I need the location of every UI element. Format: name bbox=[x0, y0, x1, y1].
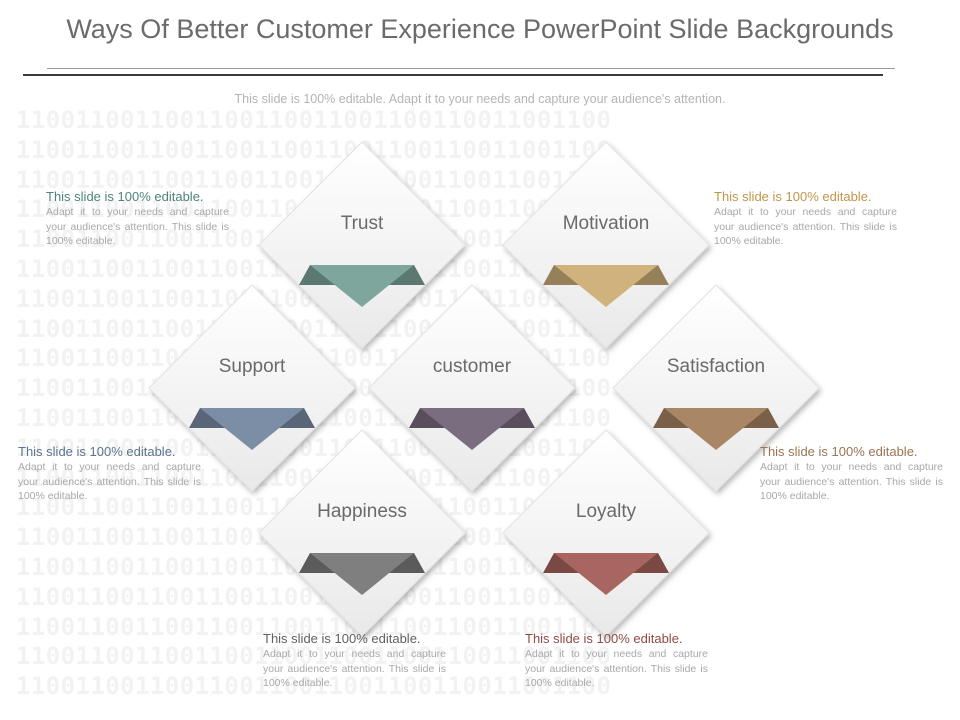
diamond-shape bbox=[148, 284, 356, 492]
diamond-shape bbox=[612, 284, 820, 492]
text-block-body: Adapt it to your needs and capture your … bbox=[760, 461, 943, 502]
text-block-heading: This slide is 100% editable. bbox=[714, 189, 872, 204]
diamond-motivation: Motivation bbox=[502, 141, 710, 349]
text-block-happiness: This slide is 100% editable. Adapt it to… bbox=[263, 631, 446, 691]
ribbon-tab bbox=[554, 553, 658, 595]
diamond-loyalty: Loyalty bbox=[502, 429, 710, 637]
diamond-shape bbox=[258, 429, 466, 637]
text-block-body: Adapt it to your needs and capture your … bbox=[525, 648, 708, 689]
text-block-body: Adapt it to your needs and capture your … bbox=[714, 206, 897, 247]
text-block-loyalty: This slide is 100% editable. Adapt it to… bbox=[525, 631, 708, 691]
ribbon-tab bbox=[664, 408, 768, 450]
diamond-label: Loyalty bbox=[576, 501, 637, 522]
slide-subtitle: This slide is 100% editable. Adapt it to… bbox=[234, 92, 726, 106]
text-block-body: Adapt it to your needs and capture your … bbox=[263, 648, 446, 689]
diamond-customer: customer bbox=[368, 284, 576, 492]
text-block-heading: This slide is 100% editable. bbox=[263, 631, 421, 646]
ribbon-tab bbox=[310, 265, 414, 307]
diamond-shape bbox=[258, 141, 466, 349]
diamond-label: Happiness bbox=[317, 501, 407, 522]
diamond-trust: Trust bbox=[258, 141, 466, 349]
diamond-shape bbox=[502, 141, 710, 349]
text-block-heading: This slide is 100% editable. bbox=[760, 444, 918, 459]
text-block-heading: This slide is 100% editable. bbox=[46, 189, 204, 204]
diamond-shape bbox=[368, 284, 576, 492]
diamond-label: Trust bbox=[341, 213, 384, 234]
diamond-label: Motivation bbox=[563, 213, 650, 234]
text-block-body: Adapt it to your needs and capture your … bbox=[46, 206, 229, 247]
text-block-support: This slide is 100% editable. Adapt it to… bbox=[18, 444, 201, 504]
diamond-label: Support bbox=[219, 356, 286, 377]
slide-title: Ways Of Better Customer Experience Power… bbox=[66, 14, 894, 44]
diamond-label: customer bbox=[433, 356, 512, 377]
text-block-heading: This slide is 100% editable. bbox=[18, 444, 176, 459]
text-block-trust: This slide is 100% editable. Adapt it to… bbox=[46, 189, 229, 249]
diamond-label: Satisfaction bbox=[667, 356, 765, 377]
diamond-satisfaction: Satisfaction bbox=[612, 284, 820, 492]
text-block-body: Adapt it to your needs and capture your … bbox=[18, 461, 201, 502]
text-block-satisfaction: This slide is 100% editable. Adapt it to… bbox=[760, 444, 943, 504]
diamond-shape bbox=[502, 429, 710, 637]
text-block-heading: This slide is 100% editable. bbox=[525, 631, 683, 646]
ribbon-tab bbox=[200, 408, 304, 450]
title-divider-thick bbox=[23, 74, 883, 76]
text-block-motivation: This slide is 100% editable. Adapt it to… bbox=[714, 189, 897, 249]
ribbon-tab bbox=[310, 553, 414, 595]
ribbon-tab bbox=[420, 408, 524, 450]
diamond-support: Support bbox=[148, 284, 356, 492]
diamond-happiness: Happiness bbox=[258, 429, 466, 637]
title-divider-thin bbox=[47, 68, 895, 69]
ribbon-tab bbox=[554, 265, 658, 307]
